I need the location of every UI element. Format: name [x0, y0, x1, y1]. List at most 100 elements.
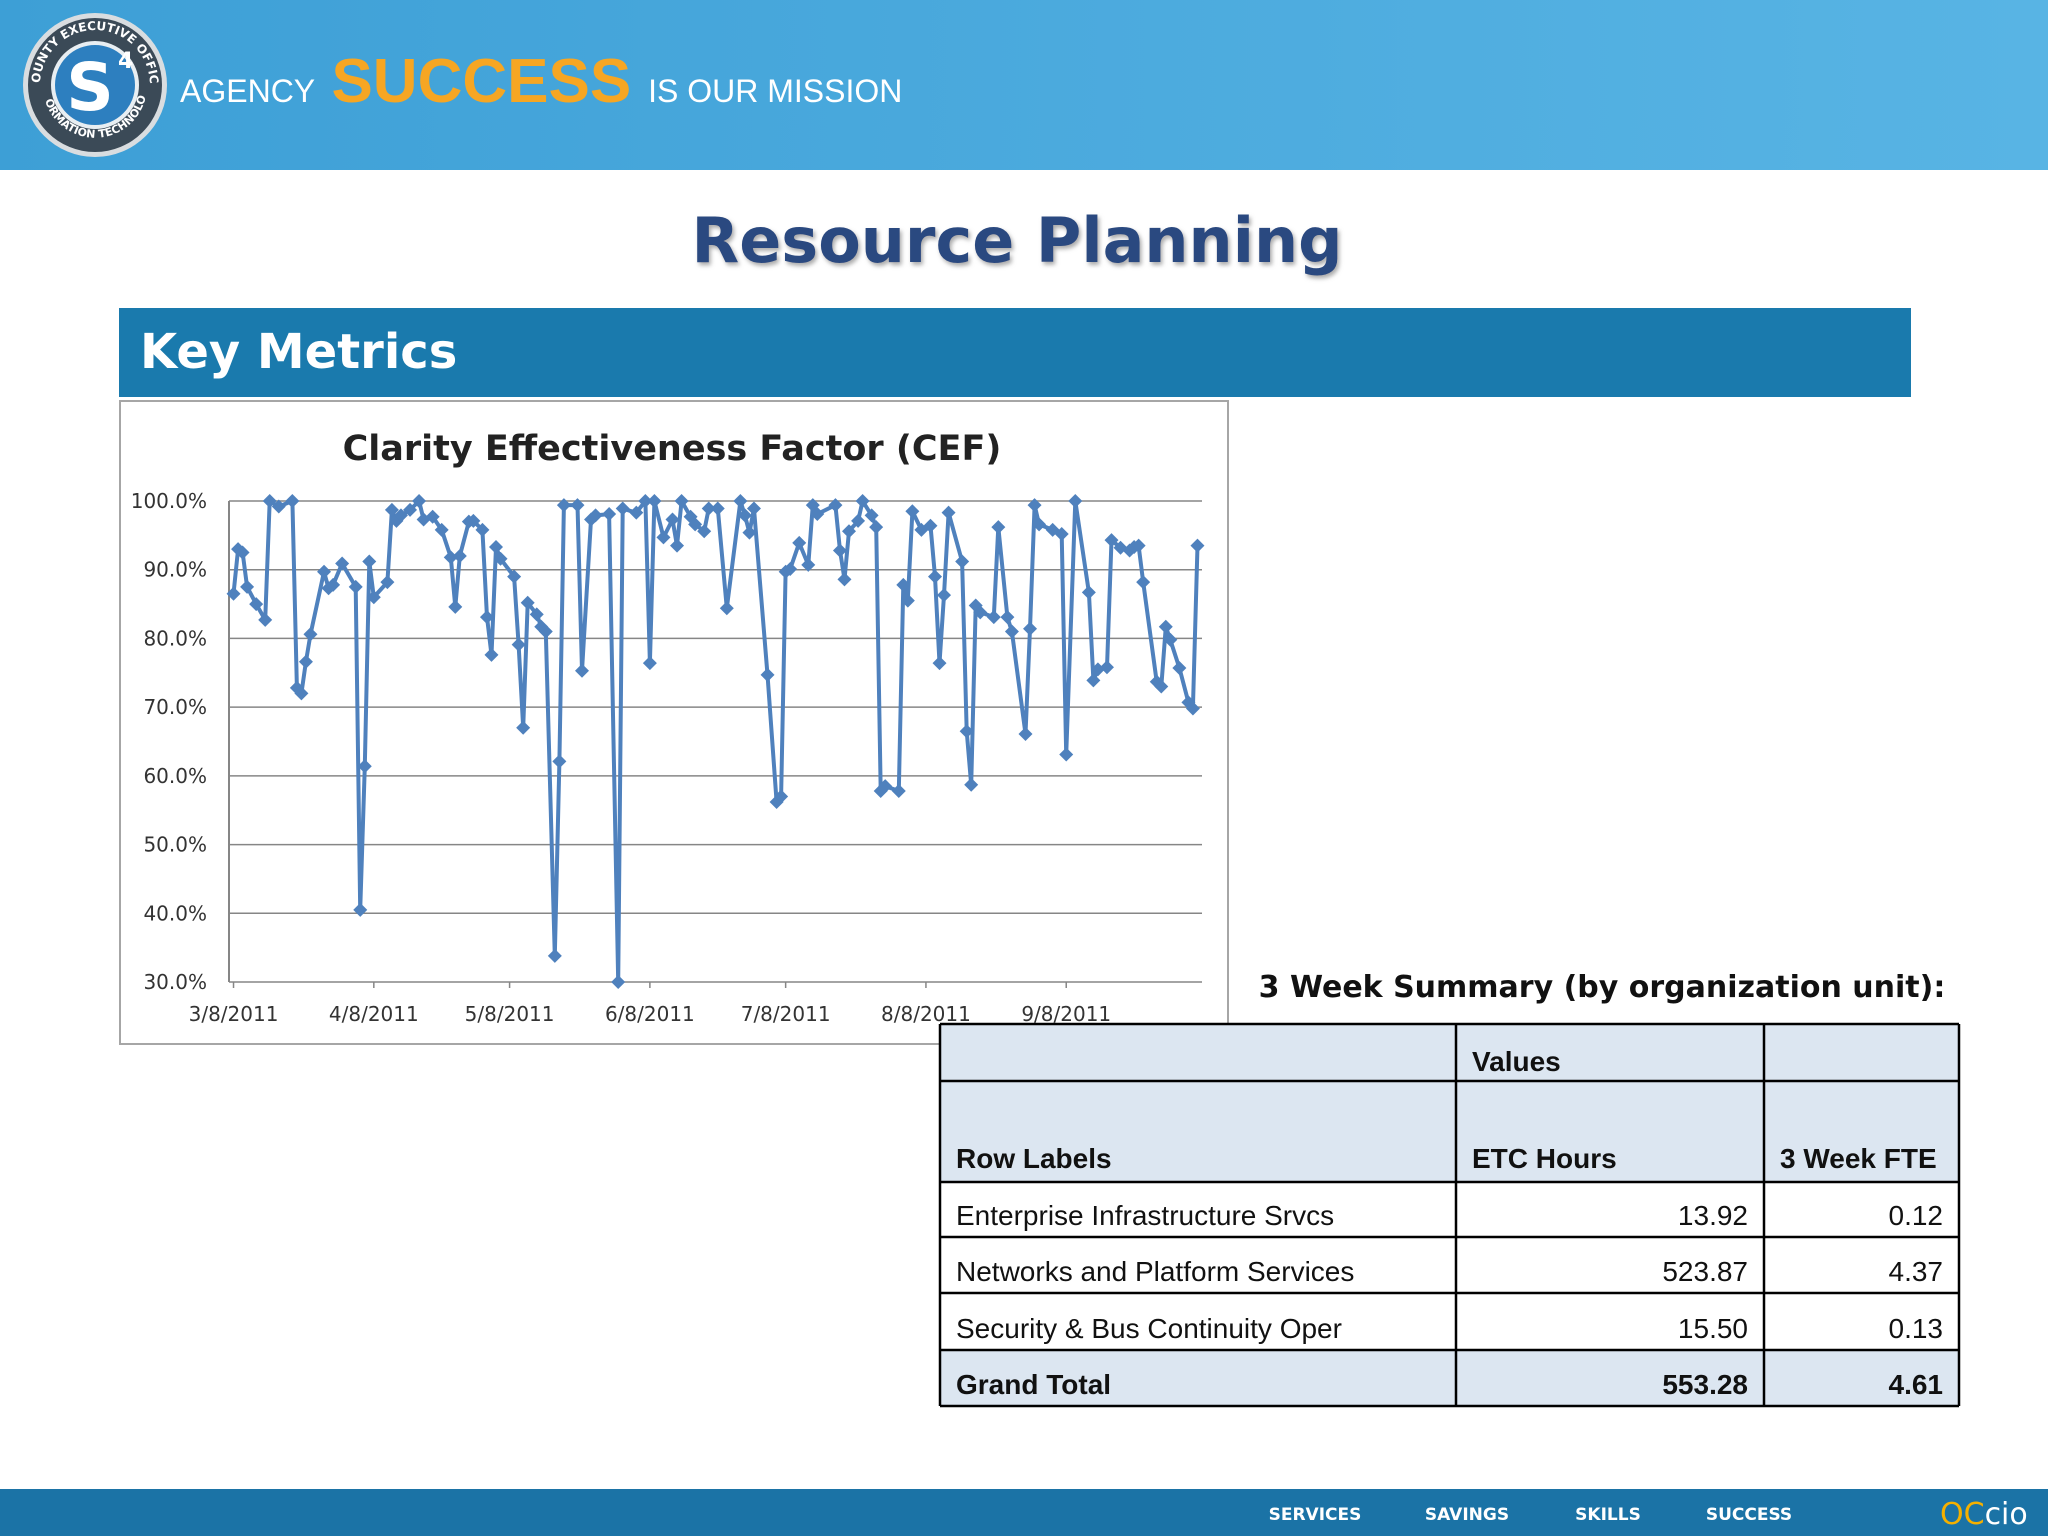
data-point — [249, 597, 264, 612]
data-point — [674, 494, 689, 508]
data-point — [516, 720, 531, 735]
data-point — [737, 508, 752, 523]
data-point — [588, 508, 603, 523]
data-point — [475, 522, 490, 537]
x-tick-label: 4/8/2011 — [329, 1002, 419, 1026]
column-header: 3 Week FTE — [1780, 1143, 1937, 1174]
footer-logo: OCcio — [1940, 1497, 2028, 1532]
y-tick-label: 80.0% — [143, 626, 207, 650]
table-caption: 3 Week Summary (by organization unit): — [1259, 970, 1946, 1005]
data-point — [697, 524, 712, 539]
section-title: Key Metrics — [140, 324, 457, 380]
data-point — [1081, 585, 1096, 600]
tagline-1: AGENCY — [180, 73, 315, 109]
data-point — [656, 530, 671, 545]
data-point — [1054, 526, 1069, 541]
header-band — [0, 0, 2048, 170]
data-point — [937, 588, 952, 603]
logo-inner — [51, 41, 139, 129]
data-point — [271, 499, 286, 514]
data-point — [403, 502, 418, 517]
logo-letter: S — [66, 49, 114, 126]
data-point — [285, 494, 300, 508]
data-point — [1004, 624, 1019, 639]
data-point — [484, 647, 499, 662]
data-point — [869, 520, 884, 535]
data-point — [900, 593, 915, 608]
data-point — [466, 513, 481, 528]
footer-link[interactable]: SKILLS — [1575, 1505, 1641, 1525]
chart-title: Clarity Effectiveness Factor (CEF) — [343, 429, 1002, 469]
data-point — [792, 535, 807, 550]
data-point — [317, 564, 332, 579]
values-header: Values — [1472, 1046, 1561, 1077]
logo-superscript: 4 — [118, 49, 133, 74]
data-point — [1018, 726, 1033, 741]
cell-number: 0.13 — [1889, 1313, 1944, 1344]
data-point — [298, 654, 313, 669]
data-point — [719, 601, 734, 616]
data-point — [538, 624, 553, 639]
y-tick-label: 90.0% — [143, 558, 207, 582]
data-point — [1158, 619, 1173, 634]
data-point — [1185, 701, 1200, 716]
data-point — [864, 508, 879, 523]
data-point — [746, 501, 761, 516]
footer-link[interactable]: SERVICES — [1269, 1505, 1362, 1525]
data-point — [448, 599, 463, 614]
data-point — [1068, 494, 1083, 508]
row-label: Grand Total — [956, 1369, 1111, 1400]
data-point — [801, 557, 816, 572]
data-point — [742, 525, 757, 540]
footer-logo-a: OC — [1940, 1497, 1985, 1532]
data-point — [602, 507, 617, 522]
footer-link[interactable]: SAVINGS — [1425, 1505, 1509, 1525]
data-point — [611, 975, 626, 989]
data-point — [552, 754, 567, 769]
data-point — [774, 789, 789, 804]
x-tick-label: 8/8/2011 — [881, 1002, 971, 1026]
data-point — [294, 686, 309, 701]
data-point — [1104, 533, 1119, 548]
data-point — [842, 524, 857, 539]
data-point — [629, 505, 644, 520]
x-tick-label: 7/8/2011 — [741, 1002, 831, 1026]
data-point — [991, 520, 1006, 535]
data-point — [665, 512, 680, 527]
x-tick-label: 6/8/2011 — [605, 1002, 695, 1026]
cell-number: 4.37 — [1889, 1256, 1944, 1287]
data-point — [357, 759, 372, 774]
data-point — [348, 579, 363, 594]
data-point — [615, 501, 630, 516]
chart-frame — [119, 400, 1229, 1045]
data-point — [941, 505, 956, 520]
footer-link[interactable]: SUCCESS — [1706, 1505, 1792, 1525]
data-point — [303, 627, 318, 642]
data-point — [973, 605, 988, 620]
data-point — [932, 656, 947, 671]
data-point — [855, 494, 870, 508]
data-point — [1131, 538, 1146, 553]
row-label: Networks and Platform Services — [956, 1256, 1354, 1287]
data-point — [810, 507, 825, 522]
footer-band — [0, 1489, 2048, 1536]
footer-links: SERVICES SAVINGS SKILLS SUCCESS — [1269, 1505, 1793, 1525]
data-point — [1032, 517, 1047, 532]
data-point — [851, 513, 866, 528]
data-point — [529, 607, 544, 622]
data-point — [642, 656, 657, 671]
data-point — [570, 498, 585, 513]
data-point — [443, 550, 458, 565]
y-tick-label: 100.0% — [131, 489, 207, 513]
y-tick-label: 50.0% — [143, 833, 207, 857]
y-tick-label: 30.0% — [143, 970, 207, 994]
column-header: ETC Hours — [1472, 1143, 1617, 1174]
data-point — [362, 554, 377, 569]
data-point — [878, 779, 893, 794]
data-point — [1000, 610, 1015, 625]
data-point — [235, 545, 250, 560]
tagline-3: IS OUR MISSION — [648, 73, 902, 109]
data-point — [1172, 660, 1187, 675]
